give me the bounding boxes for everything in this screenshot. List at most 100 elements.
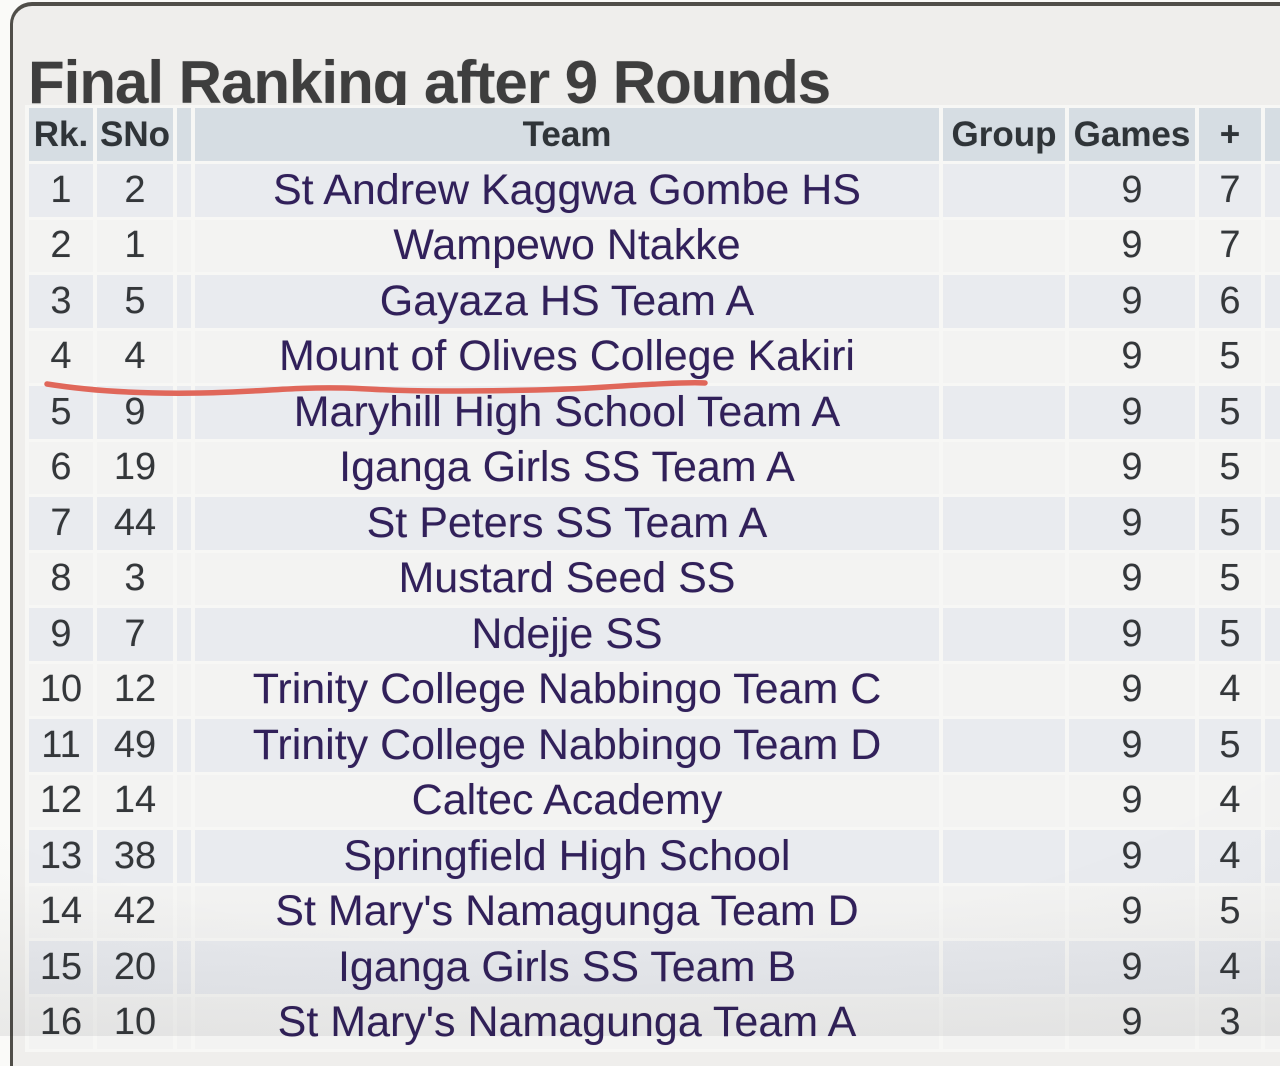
- team-cell: Mount of Olives College Kakiri: [195, 330, 939, 383]
- rank-cell: 16: [29, 996, 93, 1049]
- team-link[interactable]: Caltec Academy: [411, 776, 723, 825]
- flag-cell: [177, 885, 191, 938]
- team-link[interactable]: Trinity College Nabbingo Team D: [252, 720, 882, 769]
- plus-cell: 7: [1199, 219, 1261, 272]
- table-row: 12 14 Caltec Academy 9 4: [29, 774, 1280, 827]
- rank-cell: 15: [29, 941, 93, 994]
- plus-cell: 5: [1199, 330, 1261, 383]
- team-link[interactable]: Ndejje SS: [471, 609, 663, 658]
- games-cell: 9: [1069, 552, 1195, 605]
- table-row: 10 12 Trinity College Nabbingo Team C 9 …: [29, 663, 1280, 716]
- rank-cell: 11: [29, 719, 93, 772]
- team-link[interactable]: Maryhill High School Team A: [293, 387, 841, 436]
- team-link[interactable]: Wampewo Ntakke: [393, 221, 741, 270]
- plus-cell: 5: [1199, 885, 1261, 938]
- team-link[interactable]: St Mary's Namagunga Team D: [275, 887, 859, 936]
- team-cell: Ndejje SS: [195, 608, 939, 661]
- table-row: 6 19 Iganga Girls SS Team A 9 5: [29, 441, 1280, 494]
- column-header-team: Team: [195, 108, 939, 161]
- group-cell: [943, 441, 1065, 494]
- games-cell: 9: [1069, 164, 1195, 217]
- sno-cell: 49: [97, 719, 173, 772]
- group-cell: [943, 830, 1065, 883]
- sno-cell: 38: [97, 830, 173, 883]
- games-cell: 9: [1069, 219, 1195, 272]
- group-cell: [943, 497, 1065, 550]
- team-link[interactable]: Mount of Olives College Kakiri: [279, 332, 855, 381]
- plus-cell: 4: [1199, 774, 1261, 827]
- rank-cell: 10: [29, 663, 93, 716]
- table-row: 1 2 St Andrew Kaggwa Gombe HS 9 7: [29, 164, 1280, 217]
- group-cell: [943, 164, 1065, 217]
- team-cell: Iganga Girls SS Team B: [195, 941, 939, 994]
- games-cell: 9: [1069, 830, 1195, 883]
- sno-cell: 20: [97, 941, 173, 994]
- team-link[interactable]: Trinity College Nabbingo Team C: [252, 665, 882, 714]
- extra-cell: [1265, 219, 1280, 272]
- games-cell: 9: [1069, 941, 1195, 994]
- sno-cell: 9: [97, 386, 173, 439]
- flag-cell: [177, 830, 191, 883]
- team-link[interactable]: St Peters SS Team A: [366, 498, 768, 547]
- plus-cell: 6: [1199, 275, 1261, 328]
- team-cell: Mustard Seed SS: [195, 552, 939, 605]
- plus-cell: 4: [1199, 830, 1261, 883]
- team-link[interactable]: Gayaza HS Team A: [379, 276, 755, 325]
- flag-cell: [177, 497, 191, 550]
- flag-cell: [177, 663, 191, 716]
- sno-cell: 12: [97, 663, 173, 716]
- rank-cell: 8: [29, 552, 93, 605]
- plus-cell: 5: [1199, 608, 1261, 661]
- table-row: 13 38 Springfield High School 9 4: [29, 830, 1280, 883]
- flag-cell: [177, 996, 191, 1049]
- extra-cell: [1265, 552, 1280, 605]
- group-cell: [943, 996, 1065, 1049]
- plus-cell: 5: [1199, 386, 1261, 439]
- sno-cell: 19: [97, 441, 173, 494]
- extra-cell: [1265, 497, 1280, 550]
- sno-cell: 1: [97, 219, 173, 272]
- rank-cell: 3: [29, 275, 93, 328]
- plus-cell: 4: [1199, 663, 1261, 716]
- team-cell: St Mary's Namagunga Team A: [195, 996, 939, 1049]
- table-row: 14 42 St Mary's Namagunga Team D 9 5: [29, 885, 1280, 938]
- team-link[interactable]: Iganga Girls SS Team A: [339, 443, 795, 492]
- group-cell: [943, 330, 1065, 383]
- extra-cell: [1265, 830, 1280, 883]
- plus-cell: 5: [1199, 552, 1261, 605]
- team-link[interactable]: Mustard Seed SS: [398, 554, 736, 603]
- team-link[interactable]: Springfield High School: [343, 831, 791, 880]
- sno-cell: 14: [97, 774, 173, 827]
- extra-cell: [1265, 608, 1280, 661]
- column-header-sno: SNo: [97, 108, 173, 161]
- column-header-extra: [1265, 108, 1280, 161]
- extra-cell: [1265, 330, 1280, 383]
- plus-cell: 4: [1199, 941, 1261, 994]
- ranking-table: Rk. SNo Team Group Games + 1 2 St Andrew…: [25, 105, 1280, 1052]
- games-cell: 9: [1069, 663, 1195, 716]
- extra-cell: [1265, 275, 1280, 328]
- column-header-group: Group: [943, 108, 1065, 161]
- group-cell: [943, 774, 1065, 827]
- flag-cell: [177, 219, 191, 272]
- games-cell: 9: [1069, 330, 1195, 383]
- extra-cell: [1265, 719, 1280, 772]
- flag-cell: [177, 552, 191, 605]
- team-cell: Wampewo Ntakke: [195, 219, 939, 272]
- team-link[interactable]: St Andrew Kaggwa Gombe HS: [273, 165, 861, 214]
- extra-cell: [1265, 941, 1280, 994]
- games-cell: 9: [1069, 608, 1195, 661]
- rank-cell: 1: [29, 164, 93, 217]
- rank-cell: 12: [29, 774, 93, 827]
- rank-cell: 7: [29, 497, 93, 550]
- flag-cell: [177, 441, 191, 494]
- team-cell: St Mary's Namagunga Team D: [195, 885, 939, 938]
- team-link[interactable]: Iganga Girls SS Team B: [337, 942, 797, 991]
- team-link[interactable]: St Mary's Namagunga Team A: [277, 998, 857, 1047]
- rank-cell: 9: [29, 608, 93, 661]
- rank-cell: 6: [29, 441, 93, 494]
- column-header-flag: [177, 108, 191, 161]
- team-cell: St Andrew Kaggwa Gombe HS: [195, 164, 939, 217]
- table-row: 7 44 St Peters SS Team A 9 5: [29, 497, 1280, 550]
- plus-cell: 5: [1199, 497, 1261, 550]
